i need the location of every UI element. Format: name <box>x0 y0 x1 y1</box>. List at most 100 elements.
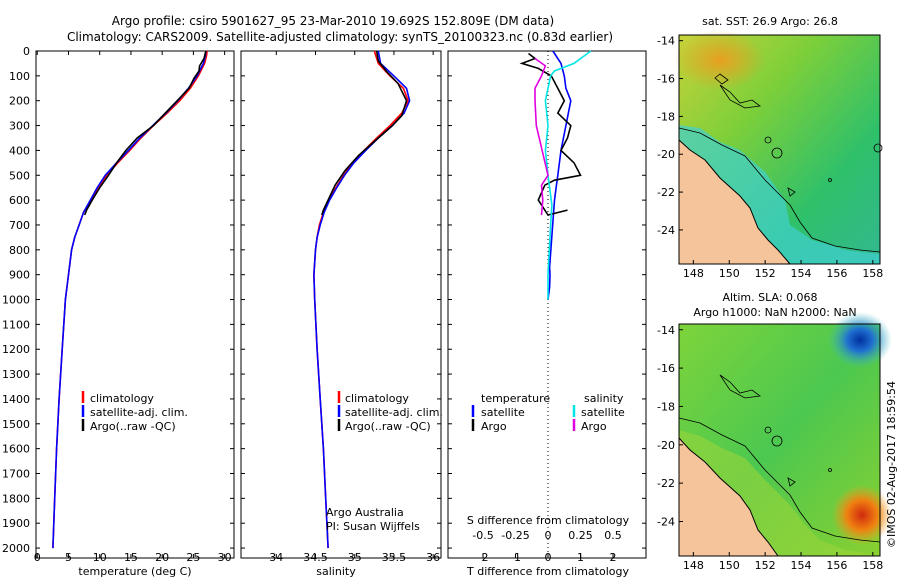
attribution-line1: Argo Australia <box>326 506 404 519</box>
sst-reef-outline <box>764 136 772 144</box>
t-diff-satellite-line <box>547 50 572 300</box>
legend-satellite-label: satellite-adj. clim. <box>345 406 443 419</box>
salinity-legend: climatology satellite-adj. clim. Argo(..… <box>337 391 443 433</box>
lon-tick-label: 148 <box>683 559 704 572</box>
depth-tick-label: 700 <box>9 219 30 232</box>
t-diff-tick-label: -1 <box>510 551 521 564</box>
s-diff-argo-line <box>534 57 549 216</box>
depth-tick-label: 100 <box>9 70 30 83</box>
legend-argo-label: Argo(..raw -QC) <box>90 420 176 433</box>
argo-location-marker <box>771 435 783 447</box>
figure-title-line1: Argo profile: csiro 5901627_95 23-Mar-20… <box>112 14 554 28</box>
x-tick-label: 35 <box>348 551 362 564</box>
s-diff-satellite-line <box>544 50 592 300</box>
temperature-panel: 0 5 10 15 20 25 30 <box>34 50 232 564</box>
sla-shelf-contour <box>678 417 881 543</box>
sst-reef-outline <box>719 84 762 109</box>
depth-tick-label: 1300 <box>2 368 30 381</box>
lat-tick-label: -20 <box>657 148 675 161</box>
depth-tick-label: 1400 <box>2 393 30 406</box>
lat-tick-label: -16 <box>657 73 675 86</box>
temperature-plot-frame <box>35 50 235 559</box>
lat-tick-label: -22 <box>657 186 675 199</box>
x-tick-label: 0 <box>34 551 41 564</box>
sla-map-frame <box>678 323 881 557</box>
sla-map-title1: Altim. SLA: 0.068 <box>722 291 817 304</box>
sst-reef-outline <box>873 143 883 153</box>
t-diff-argo-line <box>519 52 582 216</box>
diff-legend-s-argo-label: Argo <box>581 420 607 433</box>
s-diff-tick-label: -0.25 <box>501 529 529 542</box>
s-difference-xlabel: S difference from climatology <box>467 514 630 527</box>
s-diff-tick-label: -0.5 <box>472 529 493 542</box>
depth-tick-label: 1600 <box>2 443 30 456</box>
lon-tick-label: 154 <box>791 267 812 280</box>
sla-map-title2: Argo h1000: NaN h2000: NaN <box>693 306 856 319</box>
sst-warm-patch <box>675 30 765 90</box>
temperature-legend: climatology satellite-adj. clim. Argo(..… <box>81 391 188 433</box>
lat-tick-label: -24 <box>657 515 675 528</box>
x-tick-label: 30 <box>218 551 232 564</box>
s-diff-tick-label: 0.25 <box>568 529 593 542</box>
sst-map-axes: 148 150 152 154 156 158 -14 -16 -18 -20 -22 -24 <box>657 35 883 280</box>
salinity-xlabel: salinity <box>316 565 356 578</box>
x-tick-label: 34 <box>269 551 283 564</box>
sst-map: sat. SST: 26.9 Argo: 26.8 148 150 152 154 15… <box>657 15 883 280</box>
sla-reef-outline <box>764 426 772 434</box>
depth-axis: 0 100 200 300 400 500 600 700 800 900 1000 1100 1200… <box>2 45 646 555</box>
t-diff-tick-label: -2 <box>478 551 489 564</box>
depth-tick-label: 1000 <box>2 294 30 307</box>
sla-reef-outline <box>719 374 762 399</box>
difference-legend: temperature salinity satellite Argo sate… <box>471 392 625 433</box>
lon-tick-label: 158 <box>862 267 883 280</box>
lat-tick-label: -16 <box>657 362 675 375</box>
lat-tick-label: -18 <box>657 400 675 413</box>
lat-tick-label: -14 <box>657 324 675 337</box>
depth-tick-label: 200 <box>9 95 30 108</box>
depth-tick-label: 0 <box>23 45 30 58</box>
depth-tick-label: 1100 <box>2 318 30 331</box>
sst-reef-outline <box>787 187 796 197</box>
lon-tick-label: 150 <box>719 559 740 572</box>
temperature-xlabel: temperature (deg C) <box>78 565 191 578</box>
sla-high-patch <box>832 485 892 545</box>
lon-tick-label: 152 <box>755 559 776 572</box>
depth-tick-label: 1200 <box>2 343 30 356</box>
sla-reef-outline <box>828 468 832 472</box>
t-diff-tick-label: 0 <box>545 551 552 564</box>
temperature-argo-line <box>83 50 207 216</box>
imos-credit: ©IMOS 02-Aug-2017 18:59:54 <box>885 381 898 548</box>
diff-legend-t-argo-label: Argo <box>481 420 507 433</box>
lon-tick-label: 154 <box>791 559 812 572</box>
sst-reef-outline <box>714 73 729 85</box>
depth-tick-label: 1700 <box>2 468 30 481</box>
t-diff-tick-label: 1 <box>577 551 584 564</box>
lon-tick-label: 156 <box>826 267 847 280</box>
depth-tick-label: 800 <box>9 244 30 257</box>
lon-tick-label: 158 <box>862 559 883 572</box>
diff-legend-temperature-heading: temperature <box>481 392 550 405</box>
sla-map: Altim. SLA: 0.068 Argo h1000: NaN h2000:… <box>657 291 892 572</box>
sla-map-axes: 148 150 152 154 156 158 -14 -16 -18 -20 -22 -24 <box>657 324 883 572</box>
depth-tick-label: 300 <box>9 120 30 133</box>
lon-tick-label: 150 <box>719 267 740 280</box>
depth-tick-label: 1500 <box>2 418 30 431</box>
s-diff-tick-label: 0.5 <box>604 529 622 542</box>
salinity-panel: 34 34.5 35 35.5 36 <box>269 50 440 564</box>
sst-shelf-contour <box>678 127 881 253</box>
difference-plot-frame <box>447 50 647 559</box>
salinity-satellite-line <box>313 50 411 549</box>
depth-tick-label: 1800 <box>2 492 30 505</box>
diff-legend-s-satellite-label: satellite <box>581 406 625 419</box>
legend-climatology-label: climatology <box>345 392 409 405</box>
lat-tick-label: -24 <box>657 224 675 237</box>
argo-location-marker <box>771 147 783 159</box>
depth-tick-label: 1900 <box>2 517 30 530</box>
diff-legend-salinity-heading: salinity <box>584 392 624 405</box>
legend-argo-label: Argo(..raw -QC) <box>345 420 431 433</box>
depth-tick-label: 600 <box>9 194 30 207</box>
t-difference-xlabel: T difference from climatology <box>466 565 629 578</box>
depth-tick-label: 400 <box>9 144 30 157</box>
sla-low-patch <box>828 312 892 368</box>
